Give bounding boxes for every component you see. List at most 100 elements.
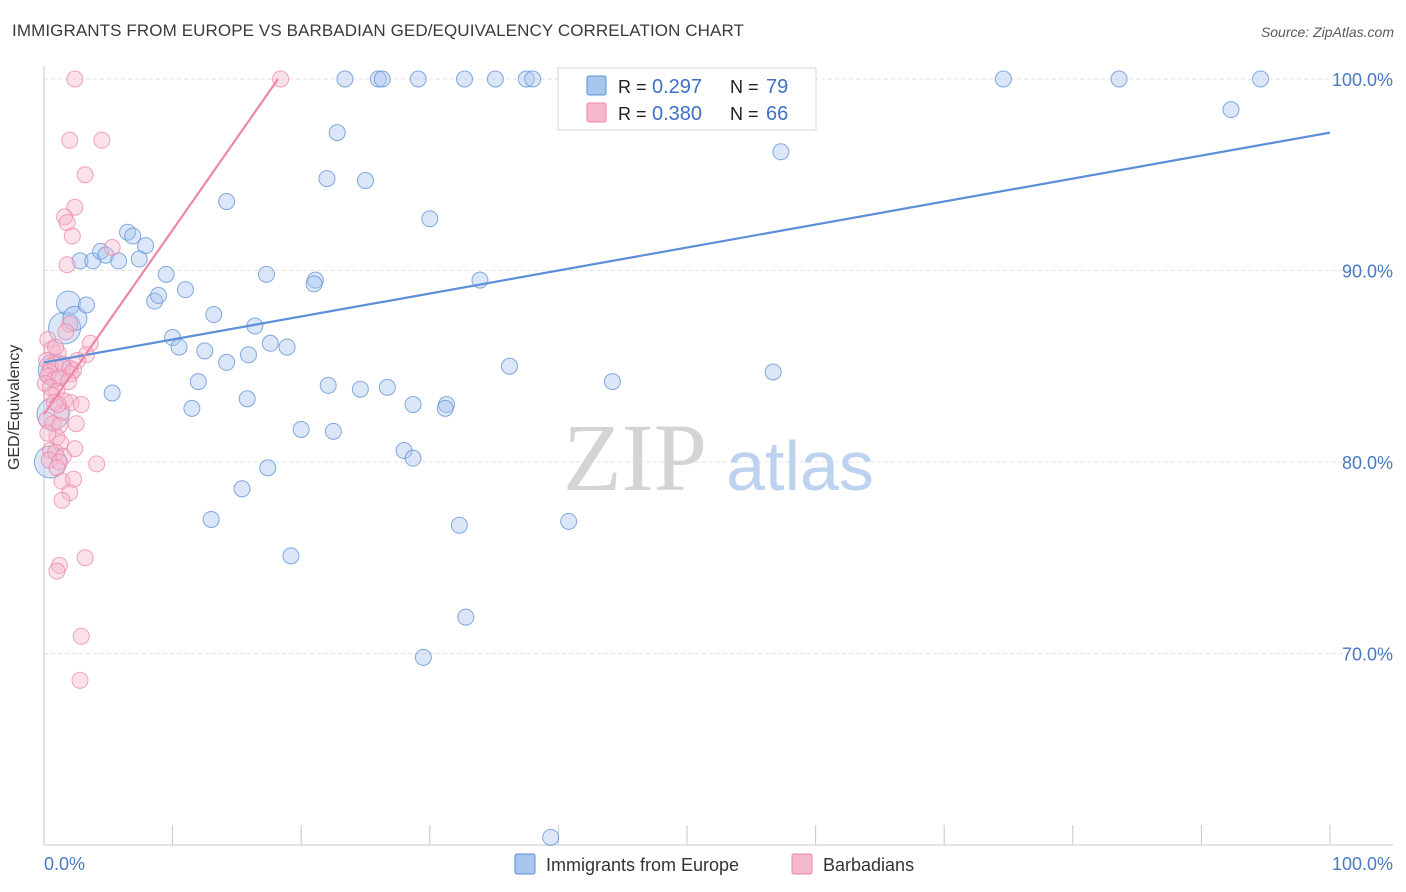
barbadian-point	[66, 440, 84, 458]
europe-point	[149, 286, 167, 304]
europe-point	[233, 480, 251, 498]
legend-swatch	[791, 853, 813, 875]
watermark-atlas: atlas	[726, 427, 874, 505]
stats-n-label: N =	[730, 104, 759, 124]
barbadian-point	[72, 396, 90, 414]
europe-point	[421, 210, 439, 228]
stats-r-label: R =	[618, 104, 647, 124]
barbadian-point	[48, 562, 66, 580]
x-tick-label-start: 0.0%	[44, 854, 85, 874]
europe-point	[305, 275, 323, 293]
barbadian-point	[72, 627, 90, 645]
europe-point	[319, 376, 337, 394]
europe-point	[524, 70, 542, 88]
gridlines	[44, 78, 1390, 654]
europe-point	[239, 346, 257, 364]
europe-point	[456, 70, 474, 88]
barbadian-point	[61, 131, 79, 149]
barbadian-point	[76, 166, 94, 184]
europe-point	[183, 399, 201, 417]
axes	[43, 66, 1393, 846]
legend-label: Immigrants from Europe	[546, 855, 739, 875]
barbadian-point	[272, 70, 290, 88]
y-tick-label: 90.0%	[1342, 262, 1393, 282]
legend-swatch	[514, 853, 536, 875]
barbadian-point	[63, 227, 81, 245]
europe-point	[373, 70, 391, 88]
europe-point	[517, 70, 535, 88]
legend-label: Barbadians	[823, 855, 914, 875]
barbadian-point	[49, 396, 67, 414]
europe-point	[369, 70, 387, 88]
barbadian-point	[62, 394, 80, 412]
barbadian-point	[61, 315, 79, 333]
x-tick-label-end: 100.0%	[1332, 854, 1393, 874]
y-tick-labels: 70.0% 80.0% 90.0% 100.0%	[1332, 70, 1393, 665]
europe-point	[238, 390, 256, 408]
barbadian-point	[93, 131, 111, 149]
europe-point	[542, 828, 560, 846]
chart-title: IMMIGRANTS FROM EUROPE VS BARBADIAN GED/…	[12, 21, 745, 40]
europe-point	[1222, 101, 1240, 119]
europe-point	[257, 265, 275, 283]
barbadian-trendline	[43, 78, 279, 415]
europe-point	[436, 399, 454, 417]
europe-trendline	[43, 131, 1331, 364]
europe-point	[324, 422, 342, 440]
barbadian-point	[65, 470, 83, 488]
europe-point	[218, 353, 236, 371]
barbadian-point	[58, 256, 76, 274]
europe-point	[170, 338, 188, 356]
europe-point	[55, 290, 81, 316]
europe-point	[486, 70, 504, 88]
barbadian-point	[57, 323, 75, 341]
x-tick-labels: 0.0% 100.0%	[44, 854, 1393, 874]
stats-swatch	[586, 102, 607, 123]
barbadian-point	[76, 549, 94, 567]
source-label: Source: ZipAtlas.com	[1260, 24, 1394, 40]
europe-point	[560, 512, 578, 530]
europe-point	[450, 516, 468, 534]
europe-point	[336, 70, 354, 88]
stats-r-value: 0.297	[652, 76, 702, 98]
europe-point	[357, 171, 374, 189]
europe-point	[259, 459, 277, 477]
europe-point	[261, 334, 279, 352]
europe-point	[189, 373, 207, 391]
europe-point	[77, 296, 95, 314]
legend: Immigrants from Europe Barbadians	[514, 853, 914, 875]
europe-point	[71, 252, 89, 270]
europe-point	[1252, 70, 1270, 88]
europe-point	[409, 70, 427, 88]
europe-point	[202, 510, 220, 528]
europe-point	[404, 396, 422, 414]
europe-point	[292, 420, 310, 438]
europe-point	[282, 547, 300, 565]
trendlines	[43, 78, 1331, 415]
y-tick-label: 70.0%	[1342, 645, 1393, 665]
europe-point	[130, 250, 148, 268]
stats-r-label: R =	[618, 77, 647, 97]
europe-point	[457, 608, 475, 626]
europe-point	[157, 265, 175, 283]
europe-point	[351, 380, 369, 398]
europe-point	[1110, 70, 1128, 88]
europe-point	[764, 363, 782, 381]
europe-point	[994, 70, 1012, 88]
barbadian-point	[47, 338, 65, 356]
europe-point	[501, 357, 519, 375]
barbadian-point	[53, 491, 71, 509]
europe-point	[404, 449, 422, 467]
europe-point	[176, 281, 194, 299]
watermark: ZIP atlas	[563, 404, 874, 511]
europe-point	[205, 306, 223, 324]
europe-point	[196, 342, 214, 360]
y-tick-label: 80.0%	[1342, 453, 1393, 473]
stats-box: R = 0.297 N = 79 R = 0.380 N = 66	[557, 67, 817, 131]
barbadian-point	[58, 214, 76, 232]
barbadian-point	[103, 239, 121, 257]
watermark-zip: ZIP	[563, 404, 707, 511]
europe-point	[218, 193, 236, 211]
barbadian-point	[81, 334, 99, 352]
